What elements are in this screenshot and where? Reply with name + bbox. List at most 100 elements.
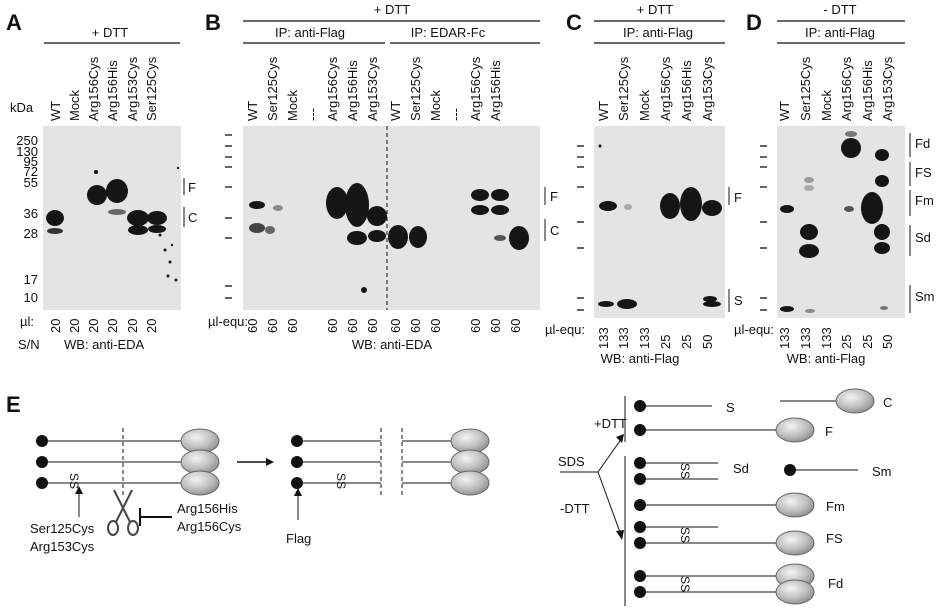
ss-bond-label: SS [334, 473, 348, 489]
volume: 133 [616, 327, 631, 349]
volume: 60 [325, 319, 340, 333]
panel-b-blot [243, 126, 540, 310]
volume: 60 [245, 319, 260, 333]
lane-label: Arg156Cys [658, 56, 673, 121]
marker-250: 250 [16, 133, 38, 148]
panel-a-bands [46, 166, 180, 282]
lane-label: Ser125Cys [144, 56, 159, 121]
lane-label: Arg156His [345, 60, 360, 121]
panel-c-ul-label: µl-equ: [545, 322, 585, 337]
panel-d-header: - DTT [823, 2, 856, 17]
panel-d-band-fd: Fd [915, 136, 930, 151]
panel-d: D - DTT IP: anti-Flag WT Ser125Cys Mock … [734, 2, 935, 366]
marker-28: 28 [24, 226, 38, 241]
lane-label: Ser125Cys [798, 56, 813, 121]
lane-label: Ser125Cys [265, 56, 280, 121]
panel-b-band-c: C [550, 223, 559, 238]
product-f: F [825, 424, 833, 439]
panel-a-footer-right: WB: anti-EDA [64, 337, 145, 352]
panel-d-bands [780, 131, 890, 313]
lane-label: Arg156Cys [839, 56, 854, 121]
volume: 60 [345, 319, 360, 333]
volume: 60 [508, 319, 523, 333]
panel-b-ip-left: IP: anti-Flag [275, 25, 345, 40]
panel-d-ul-label: µl-equ: [734, 322, 774, 337]
panel-b-ip-right: IP: EDAR-Fc [411, 25, 486, 40]
panel-d-band-fm: Fm [915, 193, 934, 208]
panel-d-letter: D [746, 10, 762, 35]
panel-a-kda-title: kDa [10, 100, 34, 115]
volume: 133 [798, 327, 813, 349]
panel-a-footer-left: S/N [18, 337, 40, 352]
panel-e-letter: E [6, 392, 21, 417]
volume: 25 [860, 335, 875, 349]
panel-d-footer: WB: anti-Flag [787, 351, 866, 366]
volume: 50 [700, 335, 715, 349]
panel-a-header: + DTT [92, 25, 129, 40]
volume: 60 [428, 319, 443, 333]
panel-d-volumes: 133 133 133 25 25 50 [777, 327, 895, 349]
lane-label: Arg153Cys [700, 56, 715, 121]
marker-95: 95 [24, 154, 38, 169]
product-sd: Sd [733, 461, 749, 476]
volume: 60 [265, 319, 280, 333]
ss-bond-label: SS [67, 473, 81, 489]
panel-c-ip: IP: anti-Flag [623, 25, 693, 40]
lane-label: WT [388, 101, 403, 121]
panel-d-band-sm: Sm [915, 289, 935, 304]
panel-c-lane-labels: WT Ser125Cys Mock Arg156Cys Arg156His Ar… [596, 56, 715, 121]
marker-36: 36 [24, 206, 38, 221]
panel-d-ip: IP: anti-Flag [805, 25, 875, 40]
lane-label: WT [777, 101, 792, 121]
plus-dtt-products: S C F [634, 388, 892, 443]
lane-label: Arg156His [105, 60, 120, 121]
cleaved-products: SS Flag [286, 428, 490, 546]
lane-label: Arg153Cys [365, 56, 380, 121]
lane-label: Arg153Cys [880, 56, 895, 121]
panel-c-bands [598, 144, 722, 309]
product-s: S [726, 400, 735, 415]
panel-b-bands [249, 183, 529, 293]
panel-e: E SS Ser125Cys Arg153Cys Arg156 [6, 388, 892, 606]
volume: 60 [468, 319, 483, 333]
lane-label: --- [305, 108, 320, 121]
panel-c-blot [594, 126, 725, 318]
volume: 133 [819, 327, 834, 349]
full-trimer: SS Ser125Cys Arg153Cys Arg156His Arg156C… [30, 428, 242, 554]
volume: 25 [679, 335, 694, 349]
ss-bond-label: SS [678, 527, 692, 543]
lane-label: WT [48, 101, 63, 121]
marker-130: 130 [16, 144, 38, 159]
volume: 20 [86, 319, 101, 333]
mutation-ser125cys: Ser125Cys [30, 521, 95, 536]
panel-b-ul-label: µl-equ: [208, 314, 248, 329]
lane-label: Ser125Cys [408, 56, 423, 121]
product-sm: Sm [872, 464, 892, 479]
volume: 60 [388, 319, 403, 333]
lane-label: Arg153Cys [125, 56, 140, 121]
panel-b-marker-ticks [225, 134, 232, 299]
panel-b-lane-labels: WT Ser125Cys Mock --- Arg156Cys Arg156Hi… [245, 56, 503, 121]
mutation-arg156cys: Arg156Cys [177, 519, 242, 534]
lane-label: Arg156Cys [86, 56, 101, 121]
volume: 20 [125, 319, 140, 333]
panel-b-footer: WB: anti-EDA [352, 337, 433, 352]
panel-c-marker-ticks [577, 145, 584, 311]
panel-c-band-s: S [734, 293, 743, 308]
scissors-icon [107, 489, 139, 536]
panel-c-letter: C [566, 10, 582, 35]
marker-10: 10 [24, 290, 38, 305]
volume: 60 [365, 319, 380, 333]
panel-c-volumes: 133 133 133 25 25 50 [596, 327, 715, 349]
volume: 25 [839, 335, 854, 349]
lane-label: Ser125Cys [616, 56, 631, 121]
plus-dtt-label: +DTT [594, 416, 627, 431]
panel-b-letter: B [205, 10, 221, 35]
lane-label: Mock [285, 89, 300, 121]
panel-c-header: + DTT [637, 2, 674, 17]
volume: 20 [144, 319, 159, 333]
panel-c-band-f: F [734, 190, 742, 205]
volume: 20 [105, 319, 120, 333]
marker-17: 17 [24, 272, 38, 287]
